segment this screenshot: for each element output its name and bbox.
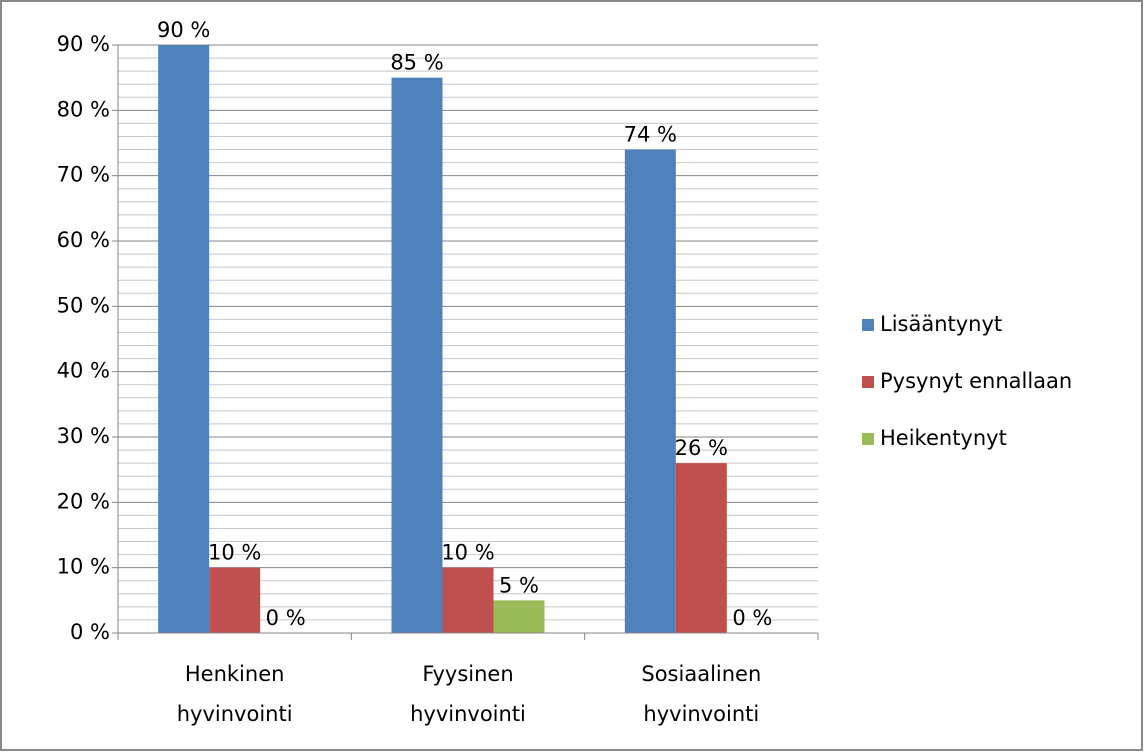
x-tick-label: Henkinen hyvinvointi [177,662,293,726]
data-label: 90 % [157,18,210,42]
data-label: 74 % [624,123,677,147]
data-label: 0 % [732,606,772,630]
x-tick-label: Fyysinen hyvinvointi [410,662,526,726]
y-tick-label: 20 % [57,489,110,513]
data-label: 5 % [499,573,539,597]
bar [442,567,494,633]
y-tick-label: 50 % [57,293,110,317]
legend-label: Lisääntynyt [880,312,1002,336]
legend-swatch [862,319,874,331]
bar [209,567,261,633]
y-tick-label: 70 % [57,163,110,187]
x-tick-label: Sosiaalinen hyvinvointi [641,662,761,726]
data-label: 10 % [208,541,261,565]
data-label: 26 % [675,436,728,460]
bar [675,463,727,633]
bar [493,600,545,633]
y-tick-label: 40 % [57,359,110,383]
legend-swatch [862,433,874,445]
bar [624,149,676,634]
legend-label: Pysynyt ennallaan [880,369,1072,393]
y-tick-label: 90 % [57,32,110,56]
y-tick-label: 0 % [70,620,110,644]
legend-label: Heikentynyt [880,426,1007,450]
bar [391,77,443,633]
data-label: 85 % [390,51,443,75]
y-tick-label: 80 % [57,97,110,121]
data-label: 0 % [266,606,306,630]
y-tick-label: 10 % [57,555,110,579]
bar [158,45,210,633]
data-label: 10 % [441,541,494,565]
legend-swatch [862,376,874,388]
y-tick-label: 60 % [57,228,110,252]
y-tick-label: 30 % [57,424,110,448]
